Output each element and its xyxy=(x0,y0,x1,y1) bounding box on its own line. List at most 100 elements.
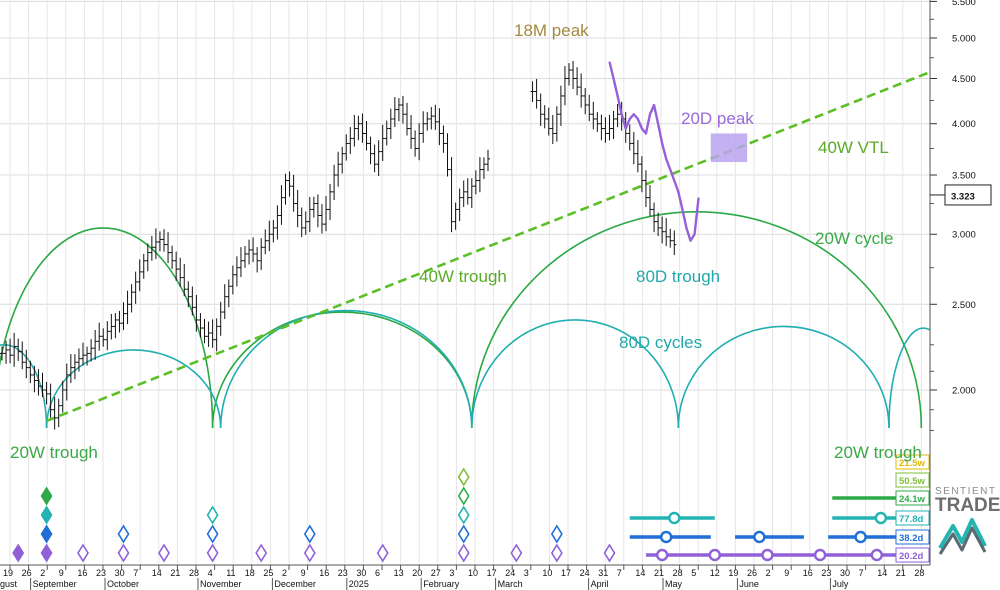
price-bar xyxy=(413,130,418,157)
price-bar xyxy=(542,105,547,129)
x-tick-label: 9 xyxy=(59,568,64,578)
x-tick-label: 28 xyxy=(189,568,199,578)
price-bar xyxy=(259,238,264,271)
period-label: 21.5w xyxy=(899,458,925,469)
grid xyxy=(0,0,930,565)
cycle-diamond-marker xyxy=(40,543,53,563)
price-bar xyxy=(271,219,276,243)
price-bar xyxy=(48,383,53,418)
price-bar xyxy=(384,120,389,146)
price-bar xyxy=(178,257,183,287)
annotation-20w-trough-right: 20W trough xyxy=(834,443,922,462)
price-bar xyxy=(68,354,73,384)
cycle-diamond-marker xyxy=(255,543,268,563)
x-tick-label: 3 xyxy=(524,568,529,578)
y-tick-label: 3.500 xyxy=(952,171,976,182)
x-tick-label: 10 xyxy=(542,568,552,578)
x-month-label: December xyxy=(274,579,316,589)
x-tick-label: 11 xyxy=(226,568,235,578)
cycle-diamond-marker xyxy=(303,543,316,563)
cycle-diamond-marker xyxy=(603,543,616,563)
period-label: 20.2d xyxy=(899,551,923,562)
cycle-diamond-marker xyxy=(550,543,563,563)
x-tick-label: 26 xyxy=(22,568,32,578)
x-month-label: April xyxy=(591,579,609,589)
price-bar xyxy=(291,174,296,212)
price-bar xyxy=(639,156,644,193)
y-tick-label: 5.500 xyxy=(952,0,976,8)
period-bar-dot xyxy=(854,530,867,544)
x-tick-label: 31 xyxy=(598,568,608,578)
brand-line2: TRADER xyxy=(935,495,1000,516)
period-bars: 21.5w 50.5w 24.1w 77.8d 38.2d 20.2d xyxy=(629,454,942,563)
price-bar xyxy=(214,318,219,352)
price-bar xyxy=(615,104,620,128)
cycle-diamond-marker xyxy=(376,543,389,563)
price-bar xyxy=(295,189,300,228)
price-bar xyxy=(643,170,648,207)
cycle-diamond-marker xyxy=(206,543,219,563)
price-bar xyxy=(380,124,385,161)
price-bar xyxy=(174,251,179,281)
x-tick-label: 24 xyxy=(580,568,590,578)
price-bar xyxy=(198,313,203,338)
x-tick-label: 17 xyxy=(487,568,497,578)
cycle-diamond-marker xyxy=(40,524,53,544)
annotation-80d-cycles: 80D cycles xyxy=(619,333,702,352)
price-bar xyxy=(141,253,146,279)
price-bar xyxy=(129,284,134,313)
annotation-20w-cycle: 20W cycle xyxy=(815,229,893,248)
y-tick-label: 3.000 xyxy=(952,230,976,241)
projection-line xyxy=(608,61,700,242)
price-bar xyxy=(530,81,535,103)
price-bar xyxy=(429,107,434,130)
price-bars xyxy=(0,60,677,430)
price-bar xyxy=(441,125,446,153)
x-month-label: June xyxy=(739,579,759,589)
period-label: 24.1w xyxy=(899,494,925,505)
period-bar-dot xyxy=(708,548,721,562)
price-bar xyxy=(101,328,106,347)
cycle-arc-80d xyxy=(677,325,890,429)
price-bar xyxy=(571,60,576,89)
x-tick-label: 17 xyxy=(561,568,571,578)
price-bar xyxy=(473,170,478,195)
y-tick-label: 5.000 xyxy=(952,34,976,45)
price-bar xyxy=(660,216,665,244)
period-label-box: 20.2d xyxy=(895,547,930,563)
price-bar xyxy=(149,235,154,261)
price-bar xyxy=(113,313,118,339)
price-bar xyxy=(652,202,657,233)
price-bar xyxy=(0,346,4,361)
price-bar xyxy=(664,218,669,247)
peak-target-box xyxy=(710,133,748,163)
x-tick-label: 14 xyxy=(877,568,887,578)
price-bar xyxy=(554,106,559,142)
price-bar xyxy=(352,114,357,147)
price-bar xyxy=(376,140,381,176)
price-bar xyxy=(538,93,543,126)
period-label-box: 21.5w xyxy=(895,454,930,470)
price-bar xyxy=(72,354,77,380)
x-tick-label: 21 xyxy=(896,568,906,578)
x-tick-label: 2 xyxy=(282,568,287,578)
price-bar xyxy=(364,120,369,151)
price-bar xyxy=(60,380,65,413)
current-value-label: 3.323 xyxy=(951,191,975,202)
price-bar xyxy=(93,329,98,360)
price-bar xyxy=(267,220,272,252)
period-label-box: 38.2d xyxy=(895,529,930,545)
cycle-diamond-marker xyxy=(40,486,53,506)
price-bar xyxy=(409,114,414,149)
price-bar xyxy=(247,239,252,265)
x-month-label: March xyxy=(498,579,523,589)
price-bar xyxy=(356,115,361,141)
period-bar-dot xyxy=(668,511,681,525)
period-label-box: 24.1w xyxy=(895,490,930,506)
x-tick-label: 14 xyxy=(635,568,645,578)
x-tick-label: 7 xyxy=(859,568,864,578)
cycle-arc-80d xyxy=(45,349,222,429)
cycle-arc-80d xyxy=(219,309,473,429)
cycle-diamond-marker xyxy=(12,543,25,563)
price-bar xyxy=(299,207,304,238)
